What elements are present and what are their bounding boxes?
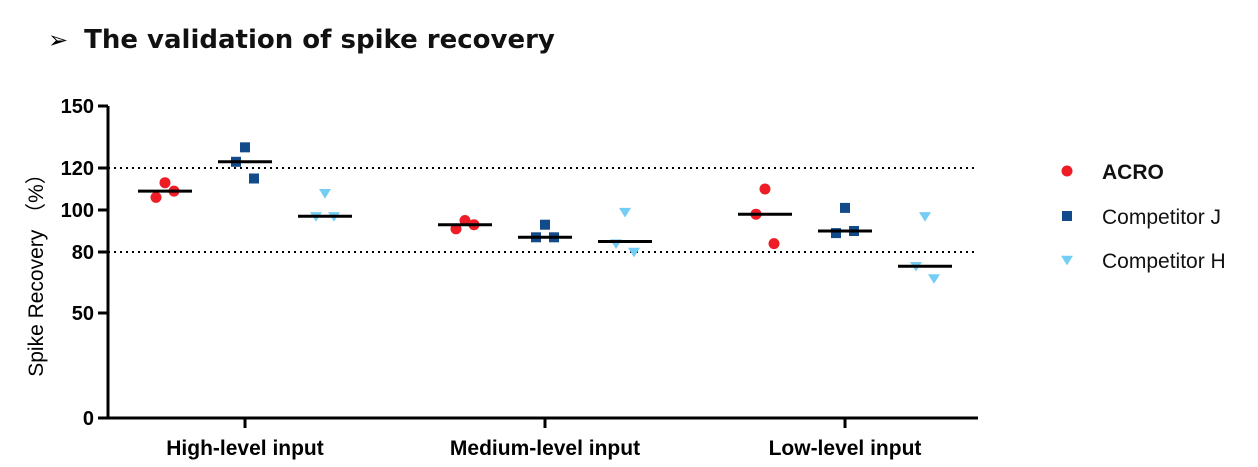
data-point	[150, 191, 162, 203]
legend-marker	[1062, 211, 1072, 221]
y-axis-title: Spike Recovery （%）	[25, 163, 48, 377]
y-tick-label-100: 100	[61, 200, 94, 222]
slide-heading: ➢ The validation of spike recovery	[48, 20, 555, 60]
data-point	[240, 142, 250, 153]
data-point	[540, 219, 550, 230]
y-tick-label-120: 120	[61, 158, 94, 180]
data-point	[319, 189, 331, 199]
legend-marker	[1061, 255, 1073, 266]
data-point	[628, 247, 640, 258]
y-tick-label-0: 0	[83, 408, 94, 430]
data-point	[919, 212, 931, 222]
bullet-arrow-icon: ➢	[48, 26, 69, 54]
data-point	[759, 183, 771, 195]
data-point	[249, 173, 259, 184]
data-point	[928, 274, 940, 284]
legend-label: Competitor J	[1102, 206, 1221, 229]
x-category-label: Medium-level input	[450, 437, 640, 460]
data-point	[768, 238, 780, 250]
legend-label: ACRO	[1102, 161, 1164, 184]
data-point	[831, 228, 841, 239]
data-point	[619, 207, 631, 218]
x-category-label: Low-level input	[769, 437, 922, 460]
y-tick-label-150: 150	[61, 96, 94, 118]
data-point	[159, 177, 171, 189]
y-tick-label-50: 50	[72, 303, 94, 325]
y-tick-label-80: 80	[72, 242, 94, 264]
slide-title: The validation of spike recovery	[84, 25, 555, 55]
legend-label: Competitor H	[1102, 250, 1226, 273]
x-category-label: High-level input	[166, 437, 324, 460]
legend-marker	[1061, 165, 1073, 177]
data-point	[840, 202, 850, 213]
